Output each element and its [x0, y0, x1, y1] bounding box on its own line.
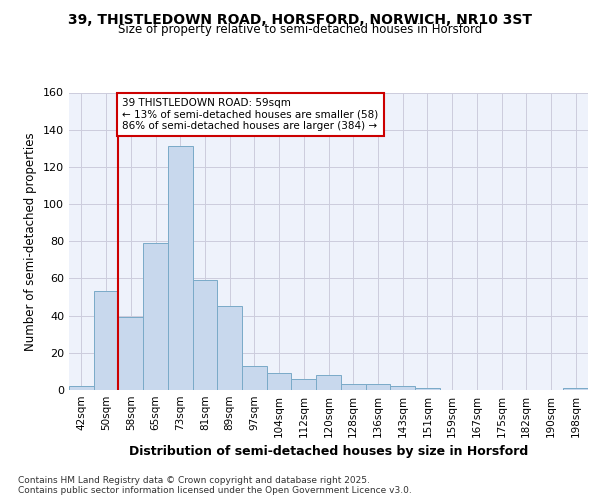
Bar [415, 388, 440, 390]
Bar [242, 366, 267, 390]
Bar [217, 306, 242, 390]
Bar [390, 386, 415, 390]
Bar [193, 280, 217, 390]
Bar [118, 318, 143, 390]
Bar [292, 379, 316, 390]
Bar [563, 388, 588, 390]
Bar [341, 384, 365, 390]
Bar [316, 375, 341, 390]
Text: 39 THISTLEDOWN ROAD: 59sqm
← 13% of semi-detached houses are smaller (58)
86% of: 39 THISTLEDOWN ROAD: 59sqm ← 13% of semi… [122, 98, 379, 132]
Bar [365, 384, 390, 390]
Text: 39, THISTLEDOWN ROAD, HORSFORD, NORWICH, NR10 3ST: 39, THISTLEDOWN ROAD, HORSFORD, NORWICH,… [68, 12, 532, 26]
Bar [69, 386, 94, 390]
Y-axis label: Number of semi-detached properties: Number of semi-detached properties [25, 132, 37, 350]
Text: Contains HM Land Registry data © Crown copyright and database right 2025.
Contai: Contains HM Land Registry data © Crown c… [18, 476, 412, 495]
Bar [168, 146, 193, 390]
Bar [143, 243, 168, 390]
Text: Size of property relative to semi-detached houses in Horsford: Size of property relative to semi-detach… [118, 22, 482, 36]
Bar [94, 292, 118, 390]
X-axis label: Distribution of semi-detached houses by size in Horsford: Distribution of semi-detached houses by … [129, 446, 528, 458]
Bar [267, 374, 292, 390]
